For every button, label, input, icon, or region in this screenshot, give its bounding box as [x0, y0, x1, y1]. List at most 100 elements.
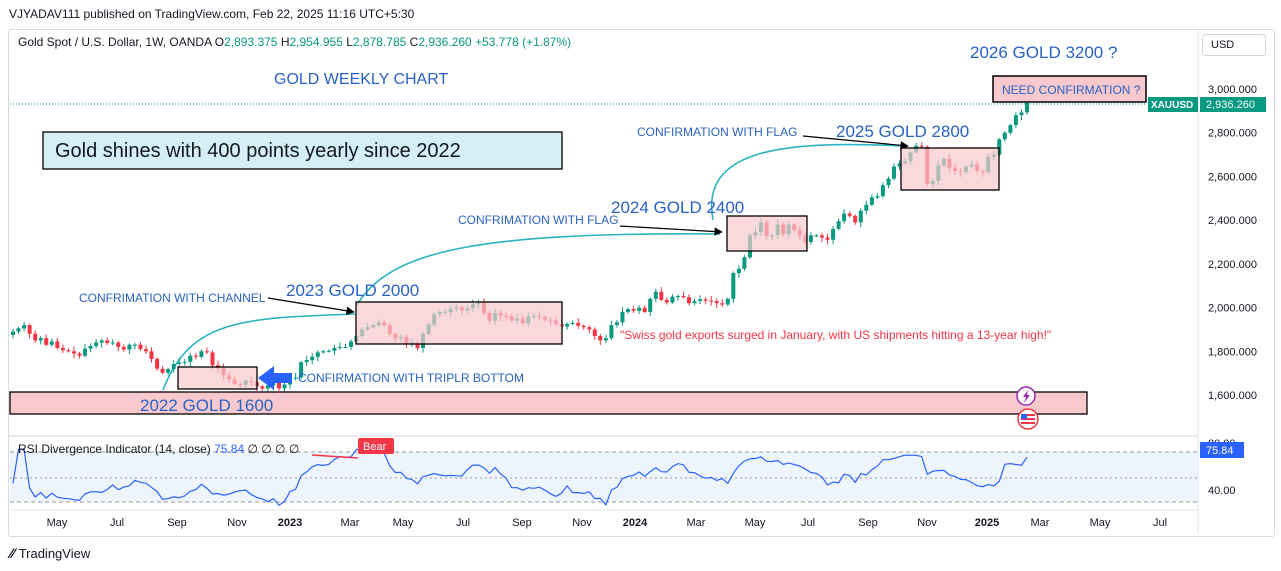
time-tick-label: Mar	[687, 517, 706, 529]
candle-body	[27, 325, 32, 334]
change-value: +53.778 (+1.87%)	[475, 35, 572, 49]
arrow-flag-2024	[619, 225, 723, 236]
candle-body	[171, 364, 176, 370]
candle-body	[155, 358, 160, 369]
candle-body	[182, 361, 187, 363]
bear-label-box	[358, 438, 394, 454]
candle-body	[293, 377, 298, 379]
time-axis: May Jul Sep Nov 2023 Mar May Jul Sep Nov 2024 Mar Ma…	[47, 517, 1167, 529]
candle-body	[1025, 103, 1029, 113]
candle-body	[742, 257, 747, 269]
open-value: 2,893.375	[224, 35, 278, 49]
candle-body	[177, 362, 182, 364]
candle-body	[337, 346, 342, 348]
candle-body	[149, 351, 154, 359]
currency-label: USD	[1211, 39, 1235, 51]
candle-body	[49, 341, 54, 345]
candle-body	[116, 342, 121, 347]
candle-body	[343, 346, 348, 348]
candle-body	[620, 311, 625, 323]
candle-body	[875, 196, 880, 198]
candle-body	[831, 228, 836, 240]
candle-body	[853, 215, 858, 223]
box-2025-flag	[900, 147, 1000, 191]
tradingview-logo[interactable]: ⁄⁄ TradingView	[10, 545, 90, 561]
time-tick-label: Nov	[917, 517, 937, 529]
candle-body	[1013, 115, 1018, 125]
conf-flag-2025-text: CONFIRMATION WITH FLAG	[637, 125, 797, 139]
rsi-legend-zeros: ∅ ∅ ∅ ∅	[247, 442, 300, 456]
time-tick-label: Jul	[1153, 517, 1167, 529]
candle-body	[299, 362, 304, 378]
time-tick-label: Jul	[456, 517, 470, 529]
price-tick-label: 1,600.000	[1208, 390, 1257, 402]
open-label: O	[214, 35, 225, 49]
candle-body	[121, 346, 126, 350]
candle-body	[681, 296, 686, 298]
candle-body	[1002, 132, 1007, 140]
low-label: L	[346, 35, 353, 49]
time-tick-label: Mar	[341, 517, 360, 529]
flag-stripes	[1021, 414, 1035, 424]
candle-body	[581, 325, 586, 328]
low-value: 2,878.785	[352, 35, 407, 49]
headline-box	[42, 131, 563, 170]
rsi-value-badge	[1200, 442, 1244, 458]
candle-body	[349, 341, 353, 347]
candle-body	[736, 268, 741, 274]
time-tick-label: Mar	[1031, 517, 1050, 529]
box-2022-bottom	[177, 366, 258, 390]
candle-body	[11, 331, 15, 335]
box-2024-flag	[726, 215, 808, 252]
price-tick-label: 2,000.000	[1208, 303, 1257, 315]
candle-body	[886, 178, 891, 186]
candle-body	[415, 342, 420, 348]
candle-body	[687, 297, 691, 304]
headline-text: Gold shines with 400 points yearly since…	[55, 140, 461, 162]
candle-body	[166, 369, 171, 373]
candle-body	[77, 353, 82, 356]
symbol-badge	[1148, 97, 1198, 112]
candle-body	[592, 329, 597, 336]
price-tick-label: 2,600.000	[1208, 171, 1257, 183]
candle-body	[105, 340, 110, 343]
candle-body	[648, 298, 653, 312]
candle-body	[731, 273, 736, 299]
rsi-legend[interactable]: RSI Divergence Indicator (14, close) 75.…	[18, 442, 299, 456]
candle-body	[83, 348, 87, 356]
candle-body	[653, 291, 658, 299]
close-value: 2,936.260	[418, 35, 472, 49]
candle-body	[160, 368, 165, 373]
candle-body	[44, 338, 49, 345]
candle-body	[670, 296, 675, 303]
time-tick-label: Sep	[858, 517, 878, 529]
candle-body	[709, 300, 714, 302]
time-tick-label: Jul	[801, 517, 815, 529]
candle-body	[321, 351, 326, 353]
top-goal-text: 2026 GOLD 3200 ?	[970, 43, 1117, 62]
candle-body	[869, 197, 874, 205]
candle-body	[265, 385, 270, 389]
chart-title-text: GOLD WEEKLY CHART	[274, 71, 448, 88]
candle-body	[304, 360, 309, 363]
time-tick-label: May	[745, 517, 766, 529]
tv-brand-text: TradingView	[18, 545, 91, 561]
candle-body	[66, 350, 71, 352]
candle-body	[33, 333, 38, 341]
time-tick-label: Sep	[167, 517, 187, 529]
rsi-legend-value: 75.84	[214, 442, 245, 456]
candle-body	[598, 336, 603, 341]
candle-body	[659, 291, 664, 300]
candle-body	[94, 342, 99, 346]
gold-2025-text: 2025 GOLD 2800	[836, 122, 969, 141]
candle-body	[637, 307, 642, 311]
gold-2022-text: 2022 GOLD 1600	[140, 396, 273, 415]
triple-bottom-arrow-icon	[258, 366, 292, 390]
candle-body	[88, 346, 93, 349]
chart-frame	[8, 29, 1275, 537]
gold-2024-text: 2024 GOLD 2400	[611, 198, 744, 217]
candle-body	[626, 309, 630, 312]
candle-body	[720, 303, 725, 305]
currency-selector[interactable]: USD	[1202, 34, 1266, 56]
